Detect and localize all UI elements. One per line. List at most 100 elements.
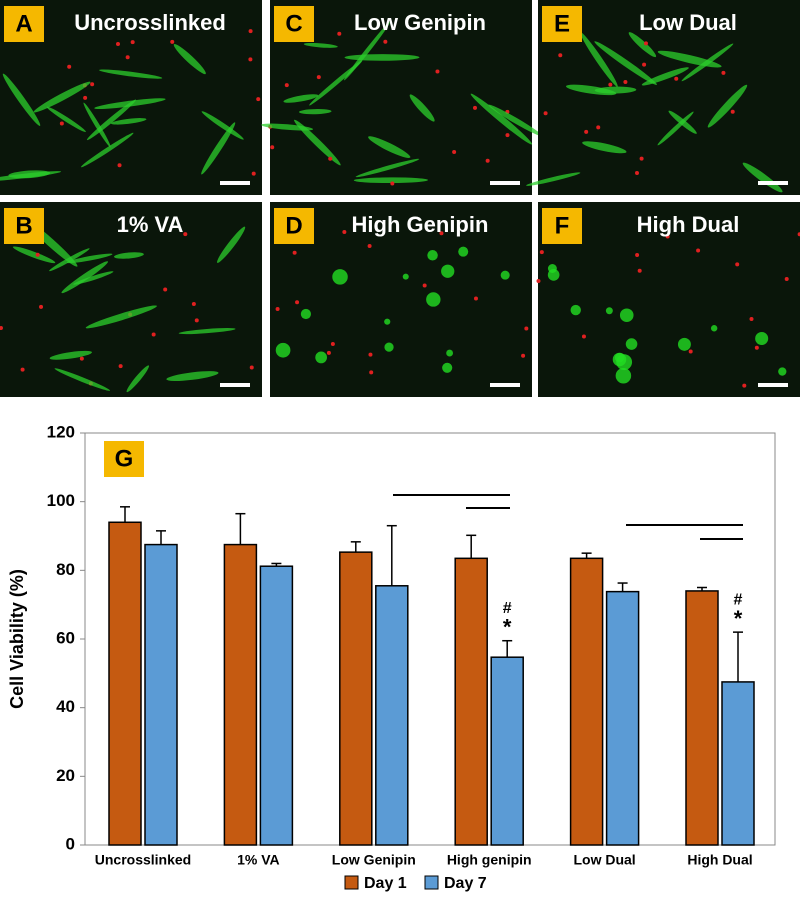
x-tick-label: High genipin (447, 852, 532, 868)
panel-label-box (274, 6, 314, 42)
panel-label: D (285, 212, 302, 239)
legend-label: Day 1 (364, 875, 407, 892)
cell (580, 32, 618, 87)
panel-title: 1% VA (117, 212, 184, 237)
cell (470, 93, 533, 145)
panel-label: C (285, 10, 302, 37)
dead-cell (596, 125, 601, 130)
dead-cell (367, 244, 372, 249)
x-tick-label: 1% VA (237, 852, 280, 868)
dead-cell (754, 345, 759, 350)
cell (54, 368, 111, 391)
cell (110, 118, 147, 125)
dead-cell (688, 349, 693, 354)
annotation: * (734, 606, 743, 631)
cell (66, 253, 113, 264)
dead-cell (642, 62, 647, 67)
cell (315, 351, 328, 364)
cell (113, 252, 144, 259)
dead-cell (90, 82, 95, 87)
cell (33, 81, 91, 113)
cell (619, 308, 634, 323)
dead-cell (115, 41, 120, 46)
cell (441, 264, 455, 278)
dead-cell (316, 75, 321, 80)
cell (446, 349, 454, 357)
cell (173, 44, 206, 75)
dead-cell (0, 326, 3, 331)
cell (300, 308, 312, 320)
cell (126, 365, 150, 393)
dead-cell (20, 367, 25, 372)
dead-cell (543, 111, 548, 116)
dead-cell (730, 109, 735, 114)
dead-cell (295, 300, 300, 305)
x-tick-label: Low Genipin (332, 852, 416, 868)
cell (442, 362, 453, 373)
dead-cell (249, 365, 254, 370)
cell (275, 342, 291, 358)
bar (144, 543, 178, 846)
cell (755, 332, 769, 346)
panel-label-box (274, 208, 314, 244)
cell (488, 104, 543, 137)
scale-bar (758, 383, 788, 387)
bar (721, 681, 755, 846)
legend-swatch (344, 875, 359, 890)
bar (569, 557, 604, 846)
dead-cell (639, 156, 644, 161)
dead-cell (637, 268, 642, 273)
scale-bar (490, 181, 520, 185)
dead-cell (383, 39, 388, 44)
y-tick-label: 60 (56, 628, 75, 647)
dead-cell (292, 250, 297, 255)
cell (355, 158, 420, 178)
dead-cell (130, 40, 135, 45)
x-tick-label: High Dual (687, 852, 752, 868)
cell (332, 269, 348, 285)
cell (99, 69, 163, 79)
dead-cell (183, 232, 188, 237)
cell (710, 325, 718, 332)
y-tick-label: 40 (56, 697, 75, 716)
dead-cell (797, 232, 800, 237)
dead-cell (735, 262, 740, 267)
cell (303, 42, 338, 48)
cell (49, 350, 92, 360)
bar (223, 543, 258, 846)
cell (628, 32, 657, 58)
dead-cell (422, 283, 427, 288)
cell (83, 102, 111, 148)
cell (427, 250, 438, 261)
cell (778, 367, 787, 376)
bar (339, 551, 373, 846)
cell (615, 368, 632, 384)
dead-cell (749, 317, 754, 322)
dead-cell (163, 287, 168, 292)
cell (261, 123, 314, 131)
cell (594, 86, 637, 94)
panel-label-box (542, 208, 582, 244)
dead-cell (248, 29, 253, 34)
cell (582, 141, 627, 154)
cell (384, 342, 394, 352)
bar (108, 521, 142, 846)
cell (594, 41, 657, 85)
panel-label: G (115, 445, 134, 472)
dead-cell (328, 156, 333, 161)
cell (178, 328, 236, 335)
annotation: * (503, 615, 512, 640)
dead-cell (270, 145, 275, 150)
scale-bar (220, 181, 250, 185)
panel-title: Low Dual (639, 10, 737, 35)
dead-cell (665, 234, 670, 239)
dead-cell (194, 318, 199, 323)
dead-cell (248, 57, 253, 62)
cell (409, 94, 435, 122)
bar (454, 557, 488, 846)
dead-cell (275, 307, 280, 312)
bar (605, 590, 640, 846)
panel-label: E (554, 10, 570, 37)
dead-cell (67, 64, 72, 69)
